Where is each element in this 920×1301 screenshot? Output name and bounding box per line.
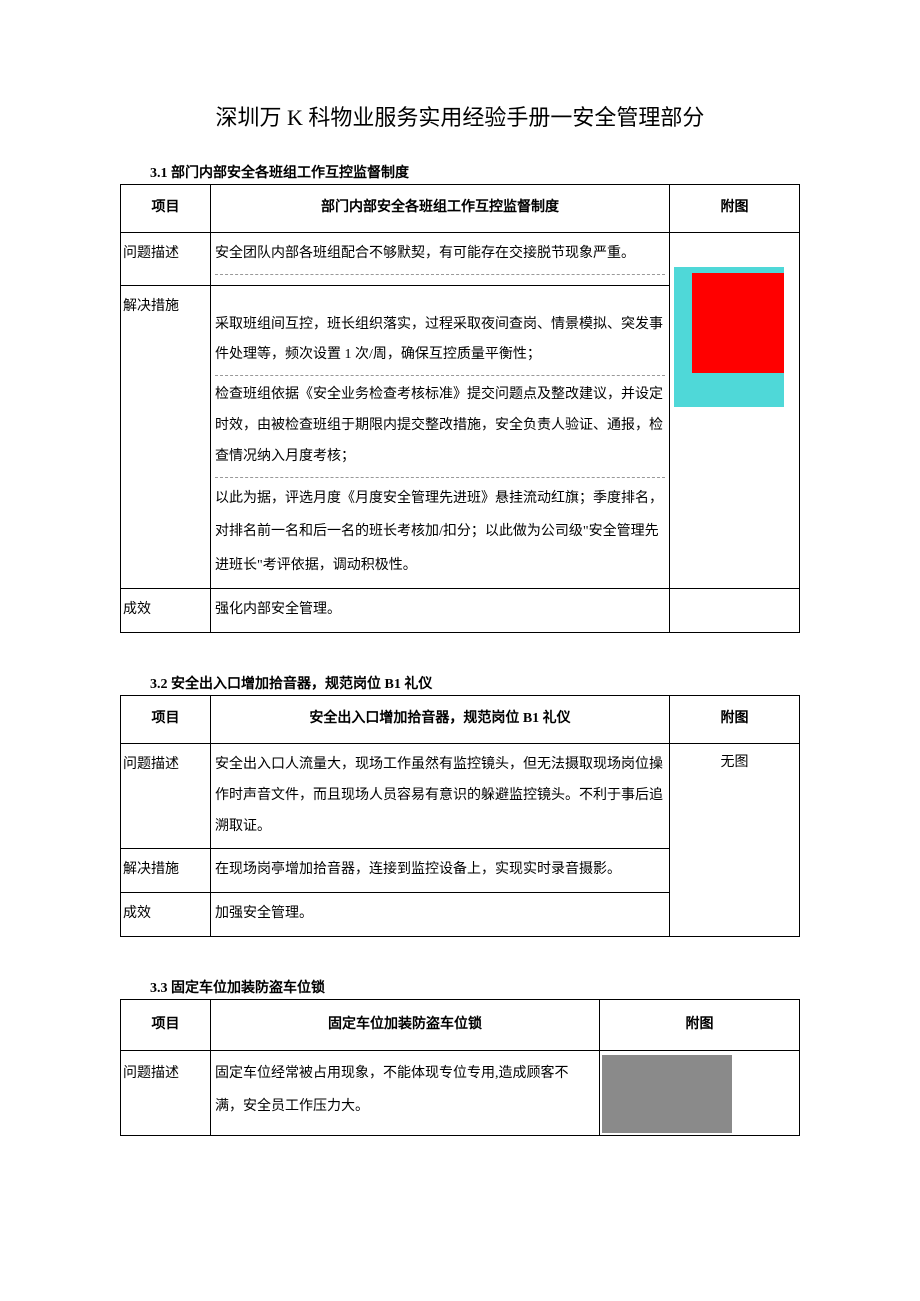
header-attach: 附图 [670,696,800,744]
header-content: 安全出入口增加拾音器，规范岗位 B1 礼仪 [211,696,670,744]
header-project: 项目 [121,696,211,744]
section-heading-3-3: 3.3 固定车位加装防盗车位锁 [150,977,800,997]
row-label-effect: 成效 [121,893,211,937]
row-content-solution: 采取班组间互控，班长组织落实，过程采取夜间查岗、情景模拟、突发事件处理等，频次设… [211,285,670,589]
document-title: 深圳万 K 科物业服务实用经验手册一安全管理部分 [120,100,800,132]
attach-cell [670,232,800,589]
section-heading-3-1: 3.1 部门内部安全各班组工作互控监督制度 [150,162,800,182]
row-content-solution: 在现场岗亭增加拾音器，连接到监控设备上，实现实时录音摄影。 [211,849,670,893]
row-label-problem: 问题描述 [121,743,211,848]
attach-cell-grey [600,1050,800,1135]
table-3-2: 项目 安全出入口增加拾音器，规范岗位 B1 礼仪 附图 问题描述 安全出入口人流… [120,695,800,937]
row-content-effect: 加强安全管理。 [211,893,670,937]
grey-placeholder-icon [602,1055,732,1133]
attach-cell-noimg: 无图 [670,743,800,936]
row-label-solution: 解决措施 [121,285,211,589]
row-label-problem: 问题描述 [121,1050,211,1135]
section-heading-3-2: 3.2 安全出入口增加拾音器，规范岗位 B1 礼仪 [150,673,800,693]
row-content-effect: 强化内部安全管理。 [211,589,670,633]
row-label-effect: 成效 [121,589,211,633]
table-3-3: 项目 固定车位加装防盗车位锁 附图 问题描述 固定车位经常被占用现象，不能体现专… [120,999,800,1136]
header-project: 项目 [121,999,211,1050]
header-attach: 附图 [670,185,800,233]
header-content: 固定车位加装防盗车位锁 [211,999,600,1050]
table-3-1: 项目 部门内部安全各班组工作互控监督制度 附图 问题描述 安全团队内部各班组配合… [120,184,800,633]
row-content-problem: 固定车位经常被占用现象，不能体现专位专用,造成顾客不满，安全员工作压力大。 [211,1050,600,1135]
row-label-problem: 问题描述 [121,232,211,285]
header-project: 项目 [121,185,211,233]
header-content: 部门内部安全各班组工作互控监督制度 [211,185,670,233]
row-label-solution: 解决措施 [121,849,211,893]
attach-figure-icon [674,267,784,407]
attach-cell-empty [670,589,800,633]
header-attach: 附图 [600,999,800,1050]
row-content-problem: 安全团队内部各班组配合不够默契，有可能存在交接脱节现象严重。 [211,232,670,285]
row-content-problem: 安全出入口人流量大，现场工作虽然有监控镜头，但无法摄取现场岗位操作时声音文件，而… [211,743,670,848]
